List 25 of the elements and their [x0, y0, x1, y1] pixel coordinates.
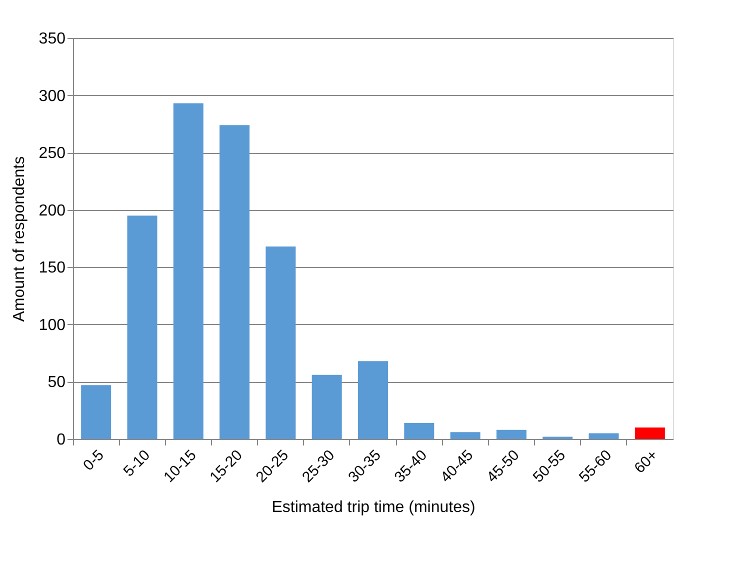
y-tick-label: 350: [38, 30, 66, 48]
bar: [450, 432, 480, 439]
bar: [127, 216, 158, 439]
bar: [404, 422, 434, 439]
bar: [588, 433, 619, 439]
bar: [496, 430, 526, 439]
y-tick-label: 250: [38, 145, 66, 162]
bar: [266, 246, 296, 439]
y-tick-label: 300: [38, 88, 66, 105]
bar: [173, 103, 204, 439]
bar: [358, 361, 388, 439]
y-axis-title: Amount of respondents: [10, 156, 28, 322]
x-tick-label: 60+: [631, 446, 662, 477]
x-tick-label: 0-5: [80, 446, 108, 474]
bar: [634, 428, 665, 439]
bar: [312, 374, 342, 439]
y-tick-label: 150: [38, 260, 66, 277]
y-tick-label: 200: [38, 202, 66, 220]
bar: [81, 385, 112, 439]
y-tick-label: 100: [38, 316, 66, 334]
x-tick-label: 5-10: [120, 446, 154, 480]
bar: [220, 125, 250, 439]
y-tick-label: 50: [48, 374, 66, 392]
x-axis-title: Estimated trip time (minutes): [272, 499, 476, 516]
y-tick-label: 0: [56, 432, 66, 448]
